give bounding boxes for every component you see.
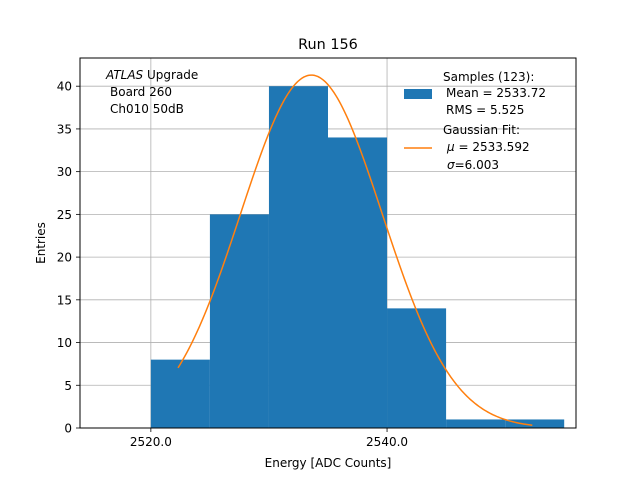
annotation-upgrade: Upgrade [143,68,198,82]
y-tick-label: 35 [57,122,72,136]
annotation-line-3: Ch010 50dB [110,102,184,116]
x-tick-label: 2540.0 [366,435,408,449]
gaussian-fit-line [177,74,533,426]
chart-title: Run 156 [298,37,358,53]
run-annotation: ATLAS Upgrade Board 260 Ch010 50dB [105,68,198,116]
y-axis-label: Entries [34,222,48,264]
annotation-line-1: ATLAS Upgrade [105,68,198,82]
histogram-bar [268,86,328,429]
y-tick-label: 5 [64,379,72,393]
legend-fit-title: Gaussian Fit: [443,123,520,137]
plot-frame [79,57,577,429]
annotation-atlas: ATLAS [105,68,144,82]
y-tick-label: 30 [57,165,72,179]
histogram-bar [150,359,210,428]
legend-sigma-symbol: σ [447,158,455,172]
legend-samples-mean: Mean = 2533.72 [446,86,546,100]
x-axis-ticks: 2520.0 2540.0 [130,428,408,449]
y-axis-ticks: 0 5 10 15 20 25 30 35 40 [57,80,80,436]
legend-fit-sigma: σ=6.003 [447,158,499,172]
histogram-bars [150,86,565,429]
histogram-bar [328,137,388,429]
y-tick-label: 20 [57,251,72,265]
legend-fit-mu: μ = 2533.592 [446,140,530,154]
x-tick-label: 2520.0 [130,435,172,449]
y-tick-label: 40 [57,80,72,94]
histogram-bar [505,419,565,428]
x-axis-label: Energy [ADC Counts] [265,456,392,470]
y-tick-label: 25 [57,208,72,222]
y-tick-label: 10 [57,336,72,350]
histogram-bar [209,214,269,428]
legend-samples-patch [404,89,432,99]
y-tick-label: 0 [64,422,72,436]
gaussian-fit-curve [177,74,533,426]
histogram-bar [446,419,506,428]
y-tick-label: 15 [57,293,72,307]
annotation-line-2: Board 260 [110,85,172,99]
legend-samples-rms: RMS = 5.525 [446,103,524,117]
legend-mu-symbol: μ [446,140,455,154]
legend-samples-title: Samples (123): [443,70,534,84]
histogram-bar [387,308,447,428]
legend: Samples (123): Mean = 2533.72 RMS = 5.52… [404,70,546,172]
legend-mu-value: = 2533.592 [455,140,530,154]
legend-sigma-value: =6.003 [455,158,499,172]
